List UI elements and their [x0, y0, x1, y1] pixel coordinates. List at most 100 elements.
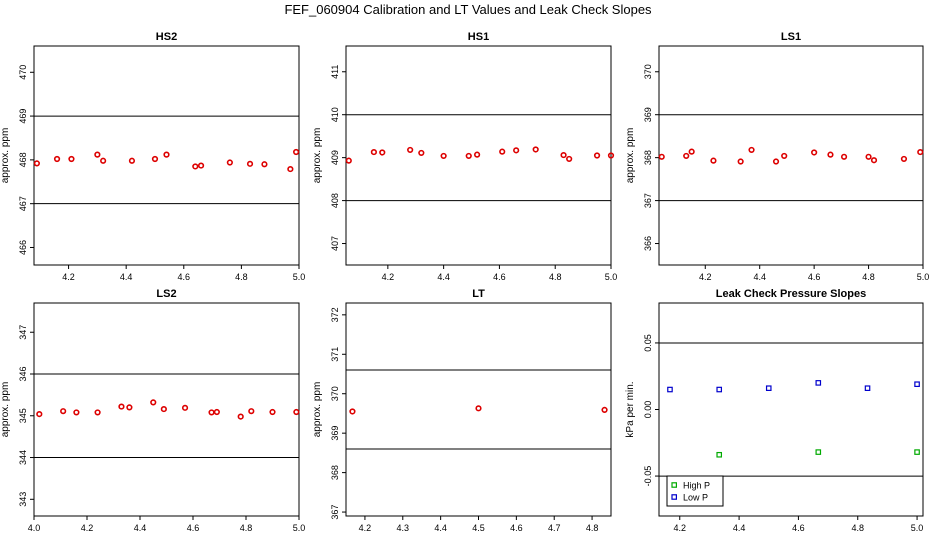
x-tick-label: 4.8	[586, 523, 599, 533]
panel-title: Leak Check Pressure Slopes	[716, 288, 866, 300]
chart-panel-6: Leak Check Pressure Slopes kPa per min. 4.…	[625, 288, 924, 533]
data-point	[748, 146, 755, 154]
y-tick-label: 366	[643, 236, 653, 251]
figure-title: FEF_060904 Calibration and LT Values and…	[284, 2, 652, 17]
y-tick-label: 370	[330, 386, 340, 401]
y-tick-label: 372	[330, 307, 340, 322]
data-point	[440, 152, 447, 160]
data-point	[237, 413, 244, 420]
data-point	[864, 385, 871, 392]
data-point	[658, 153, 665, 160]
plot-frame	[33, 302, 300, 517]
data-point	[100, 157, 107, 164]
y-tick-label: 470	[18, 65, 28, 80]
panel-title: LS1	[781, 31, 801, 43]
data-point	[53, 155, 61, 163]
data-point	[737, 158, 744, 165]
y-axis-label: approx. ppm	[0, 382, 11, 438]
data-point	[181, 404, 189, 411]
data-point	[418, 149, 425, 157]
x-tick-label: 4.6	[493, 272, 506, 282]
plot-frame	[345, 45, 612, 266]
y-tick-label: 343	[18, 492, 28, 507]
chart-panel-5: LT approx. ppm 4.2 4.3 4.4 4.5 4.6 4.7 4.8 367 368…	[312, 288, 612, 533]
y-tick-label: 407	[330, 236, 340, 251]
legend-label: High P	[683, 481, 710, 491]
data-point	[293, 148, 300, 156]
data-point	[160, 405, 167, 413]
plot-frame	[345, 302, 612, 517]
data-point	[60, 408, 67, 415]
x-tick-label: 5.0	[911, 523, 924, 533]
y-tick-label: 466	[18, 240, 28, 255]
data-point	[513, 147, 520, 154]
data-point	[688, 148, 695, 155]
legend-marker	[671, 494, 678, 500]
data-point	[126, 404, 133, 411]
plot-frame	[33, 45, 300, 266]
x-tick-label: 4.2	[699, 272, 712, 282]
data-point	[407, 146, 414, 154]
x-tick-label: 5.0	[293, 272, 306, 282]
data-point	[811, 149, 818, 156]
data-point	[68, 155, 75, 163]
x-tick-label: 4.6	[178, 272, 191, 282]
data-point	[765, 385, 772, 392]
x-tick-label: 4.6	[808, 272, 821, 282]
data-point	[900, 155, 908, 163]
y-tick-label: 467	[18, 196, 28, 211]
y-axis-label: approx. ppm	[312, 128, 323, 184]
panel-title: LT	[472, 288, 485, 300]
x-tick-label: 4.6	[187, 523, 200, 533]
y-tick-label: 344	[18, 450, 28, 465]
x-tick-label: 4.2	[382, 272, 395, 282]
data-point	[261, 161, 268, 168]
chart-panel-1: HS2 approx. ppm 4.2 4.4 4.6 4.8 5.0 466 467 468 46…	[0, 31, 305, 282]
x-tick-label: 4.2	[62, 272, 75, 282]
y-axis-label: kPa per min.	[625, 381, 636, 437]
x-tick-label: 4.4	[134, 523, 147, 533]
data-point	[150, 399, 157, 406]
y-tick-label: 0.00	[643, 401, 653, 419]
x-tick-label: 4.4	[753, 272, 766, 282]
x-tick-label: 4.4	[120, 272, 133, 282]
y-tick-label: 468	[18, 152, 28, 167]
x-tick-label: 4.8	[862, 272, 875, 282]
data-point	[827, 151, 834, 158]
y-tick-label: 367	[643, 193, 653, 208]
data-point	[683, 152, 690, 160]
x-tick-label: 4.2	[359, 523, 372, 533]
data-point	[465, 152, 472, 160]
y-tick-label: 347	[18, 325, 28, 340]
x-tick-label: 4.0	[28, 523, 41, 533]
data-point	[246, 160, 254, 167]
data-point	[287, 165, 294, 173]
y-tick-label: 469	[18, 109, 28, 124]
data-point	[772, 158, 780, 165]
x-tick-label: 4.4	[434, 523, 447, 533]
data-point	[94, 409, 101, 416]
y-tick-label: -0.05	[643, 466, 653, 487]
y-axis-label: approx. ppm	[312, 382, 323, 438]
y-tick-label: 367	[330, 505, 340, 520]
chart-panel-4: LS2 approx. ppm 4.0 4.2 4.4 4.6 4.8 5.0 343 344 34…	[0, 288, 305, 533]
data-point	[269, 408, 276, 416]
y-tick-label: 0.05	[643, 334, 653, 352]
data-point	[716, 451, 723, 458]
data-point	[197, 162, 205, 169]
data-point	[917, 148, 924, 156]
y-tick-label: 408	[330, 193, 340, 208]
data-point	[870, 157, 878, 164]
y-axis-label: approx. ppm	[625, 128, 636, 184]
x-tick-label: 4.4	[733, 523, 746, 533]
data-point	[815, 449, 822, 455]
chart-panel-2: HS1 approx. ppm 4.2 4.4 4.6 4.8 5.0 407 408 409 41…	[312, 31, 617, 282]
data-point	[349, 408, 356, 415]
data-point	[781, 152, 788, 160]
data-point	[560, 151, 567, 159]
x-tick-label: 4.7	[548, 523, 561, 533]
data-point	[213, 408, 220, 416]
data-point	[815, 380, 822, 386]
y-tick-label: 370	[643, 64, 653, 79]
